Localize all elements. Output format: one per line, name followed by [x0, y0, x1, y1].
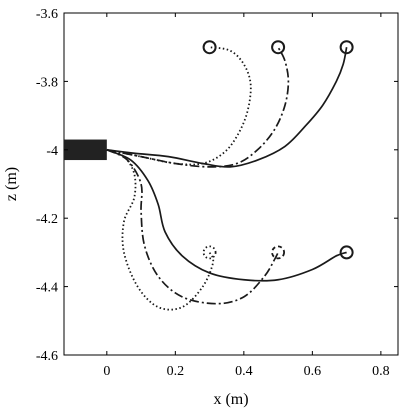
series-line-4 [106, 149, 347, 282]
series-line-6 [106, 148, 215, 311]
y-tick-label: -4 [46, 144, 58, 159]
target-marker-2 [271, 40, 286, 55]
series-line-1 [106, 47, 348, 168]
base-block [64, 139, 107, 161]
x-tick-label: 0 [103, 364, 110, 379]
target-marker-5 [271, 245, 286, 260]
y-axis-label: z (m) [3, 167, 20, 201]
target-marker-1 [339, 40, 354, 55]
plot-frame [63, 12, 399, 356]
y-tick-label: -3.6 [36, 7, 58, 22]
axis-ticks: 0 0.2 0.4 0.6 0.8 -3.6 -3.8 -4 -4.2 -4.4 -4.6 [36, 7, 398, 379]
y-tick-label: -4.2 [36, 212, 58, 227]
series-line-2 [106, 46, 290, 168]
x-tick-label: 0.8 [372, 364, 390, 379]
x-axis-label: x (m) [213, 391, 248, 408]
target-marker-4 [339, 245, 354, 260]
y-tick-label: -3.8 [36, 75, 58, 90]
x-tick-label: 0.4 [235, 364, 253, 379]
x-tick-label: 0.6 [304, 364, 322, 379]
y-tick-label: -4.6 [36, 349, 58, 364]
series-line-5 [106, 149, 279, 305]
target-marker-3 [202, 40, 217, 55]
y-tick-label: -4.4 [36, 281, 58, 296]
chart-marks [64, 40, 354, 311]
x-tick-label: 0.2 [167, 364, 185, 379]
target-marker-6 [202, 245, 217, 260]
